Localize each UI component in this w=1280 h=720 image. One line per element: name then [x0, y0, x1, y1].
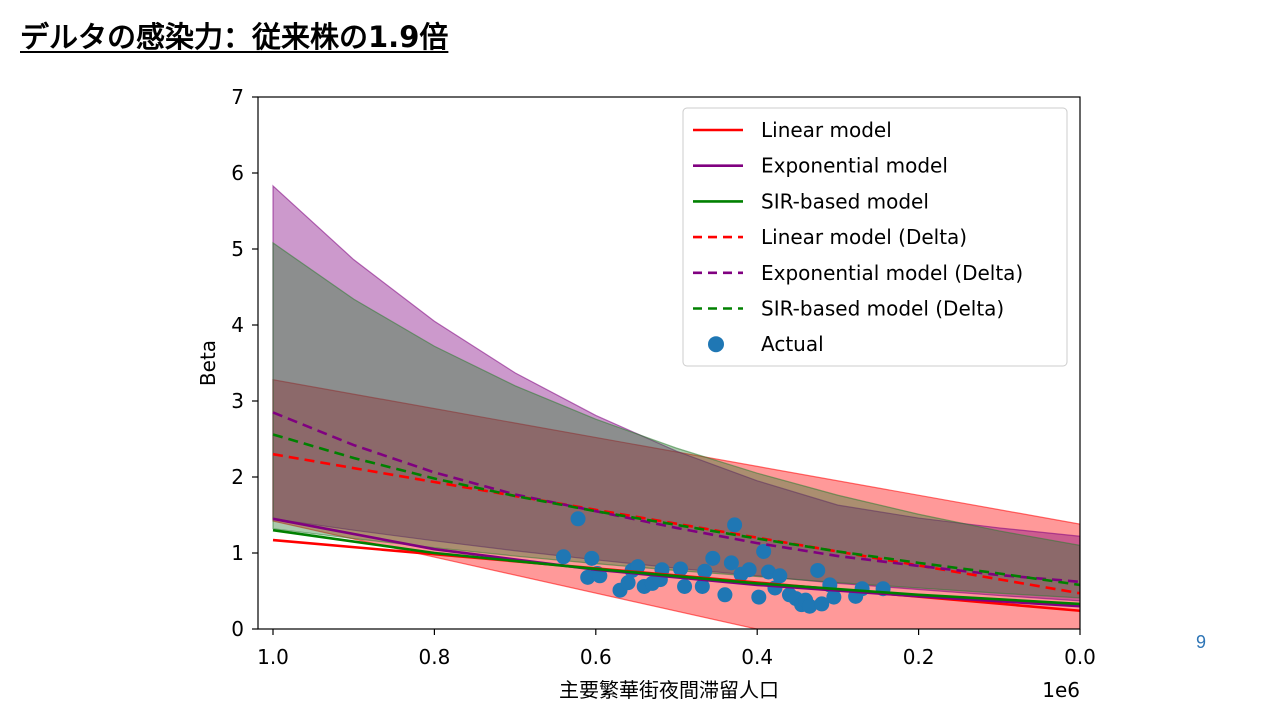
actual-point — [556, 549, 572, 565]
band-sir — [272, 241, 1080, 599]
actual-point — [673, 561, 689, 577]
legend-label: SIR-based model — [761, 189, 929, 213]
model-lines — [272, 411, 1080, 613]
legend-label: Actual — [761, 332, 824, 356]
x-tick-label: 0.0 — [1064, 645, 1096, 669]
x-tick-label: 1.0 — [257, 645, 289, 669]
series-line-sir — [272, 528, 1080, 606]
actual-point — [592, 568, 608, 584]
band-exponential — [272, 184, 1080, 602]
legend-marker-actual — [708, 336, 724, 353]
actual-point — [727, 517, 743, 533]
legend-label: SIR-based model (Delta) — [761, 297, 1004, 321]
legend-box — [682, 107, 1068, 367]
actual-point — [584, 550, 600, 566]
legend-label: Linear model — [761, 118, 892, 142]
actual-point — [810, 562, 826, 578]
legend-label: Linear model (Delta) — [761, 225, 967, 249]
y-tick-label: 3 — [231, 389, 244, 413]
y-tick-label: 1 — [231, 541, 244, 565]
series-line-exponential-delta — [272, 411, 1080, 584]
y-tick-label: 2 — [231, 465, 244, 489]
page-number: 9 — [1196, 632, 1207, 652]
actual-point — [677, 578, 693, 594]
actual-point — [694, 578, 710, 594]
slide-title: デルタの感染力：従来株の1.9倍 — [20, 20, 449, 54]
x-tick-label: 0.2 — [903, 645, 935, 669]
y-tick-label: 6 — [231, 161, 244, 185]
y-axis-label: Beta — [196, 340, 220, 386]
actual-point — [751, 589, 767, 605]
actual-point — [760, 564, 776, 580]
actual-point — [697, 563, 713, 579]
actual-point — [826, 589, 842, 605]
actual-point — [741, 562, 757, 578]
series-line-linear-delta — [272, 452, 1080, 595]
y-tick-label: 5 — [231, 237, 244, 261]
x-axis: 1.0 0.8 0.6 0.4 0.2 0.0 — [257, 629, 1096, 669]
legend-label: Exponential model — [761, 154, 948, 178]
x-tick-label: 0.8 — [418, 645, 450, 669]
confidence-bands — [272, 184, 1080, 629]
x-tick-label: 0.6 — [580, 645, 612, 669]
legend-label: Exponential model (Delta) — [761, 261, 1023, 285]
legend: Linear model Exponential model SIR-based m… — [682, 107, 1068, 367]
y-tick-label: 0 — [231, 617, 244, 641]
y-tick-label: 4 — [231, 313, 244, 337]
x-tick-label: 0.4 — [741, 645, 773, 669]
x-axis-offset-label: 1e6 — [1042, 678, 1080, 702]
actual-point — [570, 511, 586, 527]
actual-scatter — [556, 511, 891, 614]
actual-point — [802, 598, 818, 614]
x-axis-label: 主要繁華街夜間滞留人口 — [559, 678, 779, 702]
actual-point — [620, 575, 636, 591]
actual-point — [772, 568, 788, 584]
actual-point — [723, 555, 739, 571]
y-axis: 0 1 2 3 4 5 6 7 — [231, 85, 258, 641]
plot-frame — [257, 96, 1081, 630]
actual-point — [717, 587, 733, 603]
actual-point — [756, 543, 772, 559]
actual-point — [705, 550, 721, 566]
y-tick-label: 7 — [231, 85, 244, 109]
actual-point — [814, 596, 830, 612]
